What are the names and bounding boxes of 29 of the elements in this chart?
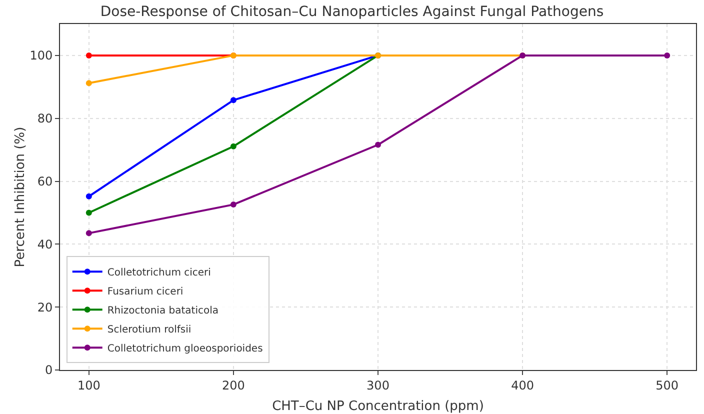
point bbox=[86, 80, 92, 86]
point bbox=[230, 143, 236, 150]
point bbox=[86, 193, 92, 200]
point bbox=[86, 210, 92, 216]
x-tick-label: 400 bbox=[511, 378, 534, 392]
y-tick-label: 60 bbox=[37, 174, 53, 188]
y-axis-title: Percent Inhibition (%) bbox=[13, 126, 28, 268]
x-tick-label: 200 bbox=[222, 378, 245, 392]
legend-label: Sclerotium rolfsii bbox=[107, 324, 192, 336]
legend-label: Colletotrichum gloeosporioides bbox=[107, 343, 263, 354]
x-tick-label: 100 bbox=[77, 378, 100, 392]
point bbox=[230, 202, 236, 208]
point bbox=[664, 52, 670, 58]
y-tick-label: 0 bbox=[44, 363, 53, 378]
chart-title: Dose-Response of Chitosan–Cu Nanoparticles Against Fungal Pathogens bbox=[100, 4, 604, 20]
legend-label: Fusarium ciceri bbox=[107, 286, 184, 298]
point bbox=[86, 230, 92, 236]
point bbox=[230, 97, 236, 104]
legend-label: Rhizoctonia bataticola bbox=[107, 305, 218, 316]
point bbox=[375, 142, 381, 148]
x-tick-label: 300 bbox=[366, 378, 390, 392]
y-tick-label: 80 bbox=[37, 112, 53, 126]
y-tick-label: 40 bbox=[37, 237, 53, 252]
legend-label: Colletotrichum ciceri bbox=[107, 267, 211, 278]
x-axis-title: CHT–Cu NP Concentration (ppm) bbox=[272, 399, 484, 414]
point bbox=[86, 52, 92, 58]
y-tick-label: 20 bbox=[37, 300, 53, 314]
x-tick-label: 500 bbox=[656, 378, 679, 392]
y-tick-label: 100 bbox=[30, 48, 53, 63]
